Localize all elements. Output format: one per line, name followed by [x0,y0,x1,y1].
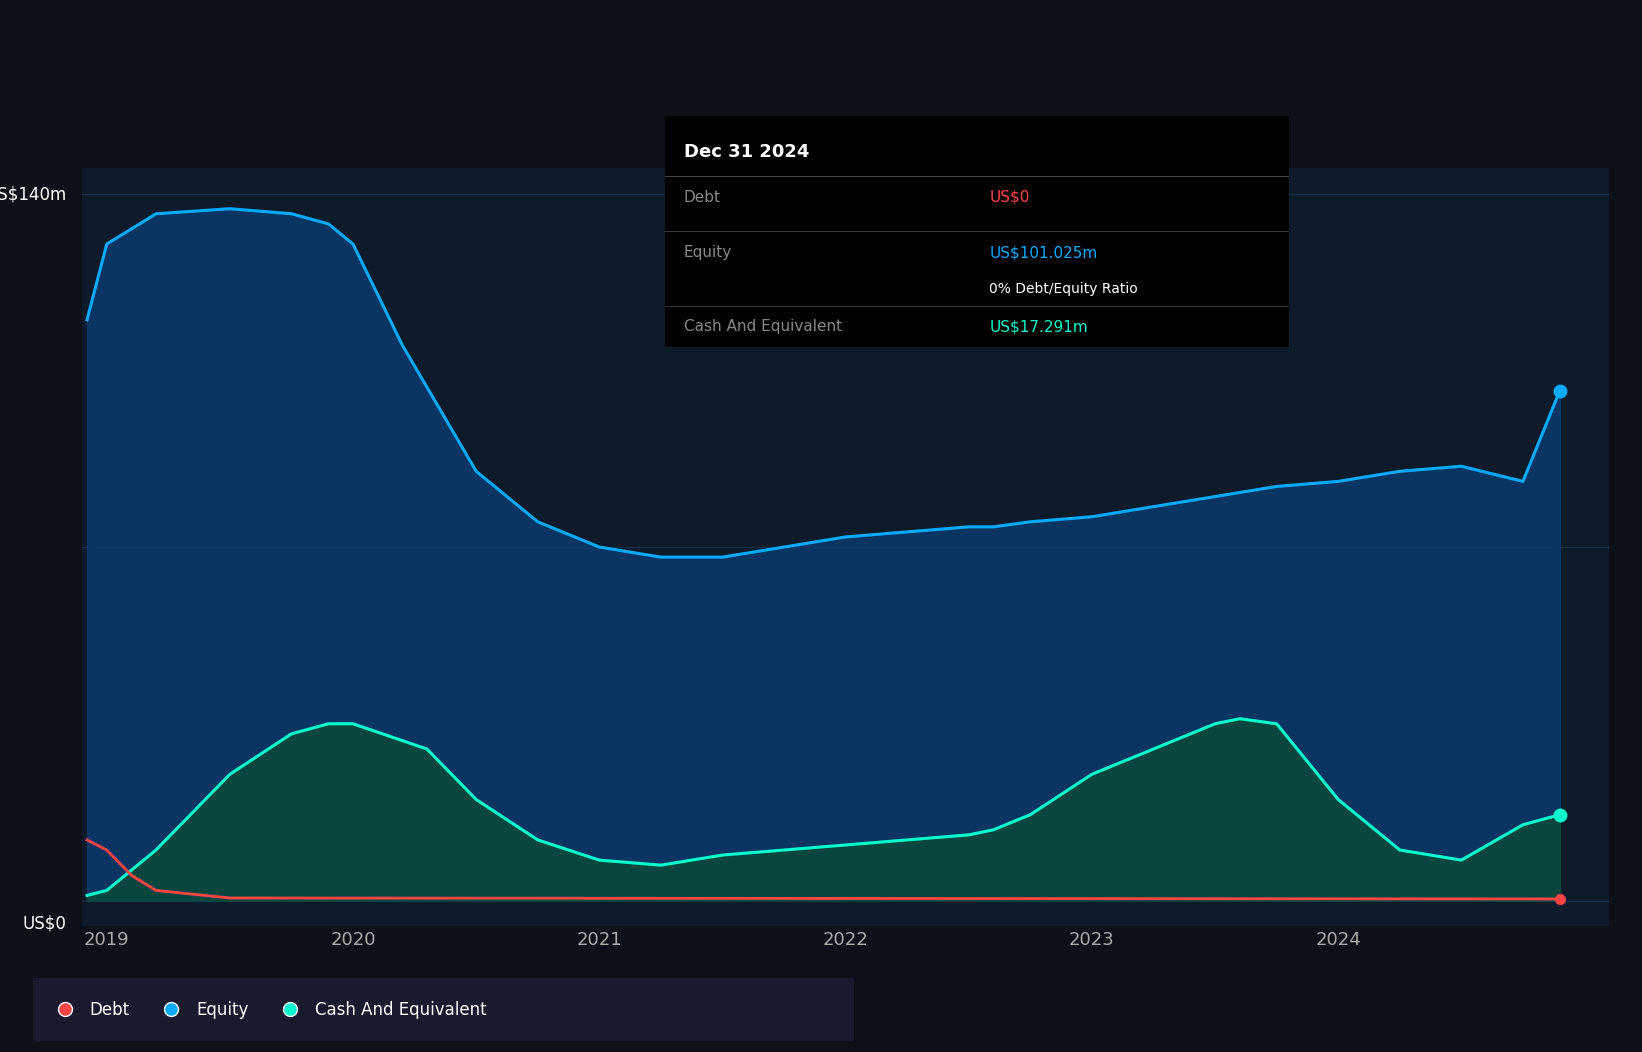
Text: US$0: US$0 [23,914,67,932]
Text: Debt: Debt [683,189,721,205]
Text: Dec 31 2024: Dec 31 2024 [683,143,810,162]
Text: 0% Debt/Equity Ratio: 0% Debt/Equity Ratio [990,282,1138,297]
Text: Equity: Equity [683,245,732,260]
Legend: Debt, Equity, Cash And Equivalent: Debt, Equity, Cash And Equivalent [41,994,494,1026]
Text: US$140m: US$140m [0,185,67,203]
Text: US$0: US$0 [990,189,1030,205]
Text: Cash And Equivalent: Cash And Equivalent [683,320,842,335]
Text: US$17.291m: US$17.291m [990,320,1089,335]
Text: US$101.025m: US$101.025m [990,245,1098,260]
